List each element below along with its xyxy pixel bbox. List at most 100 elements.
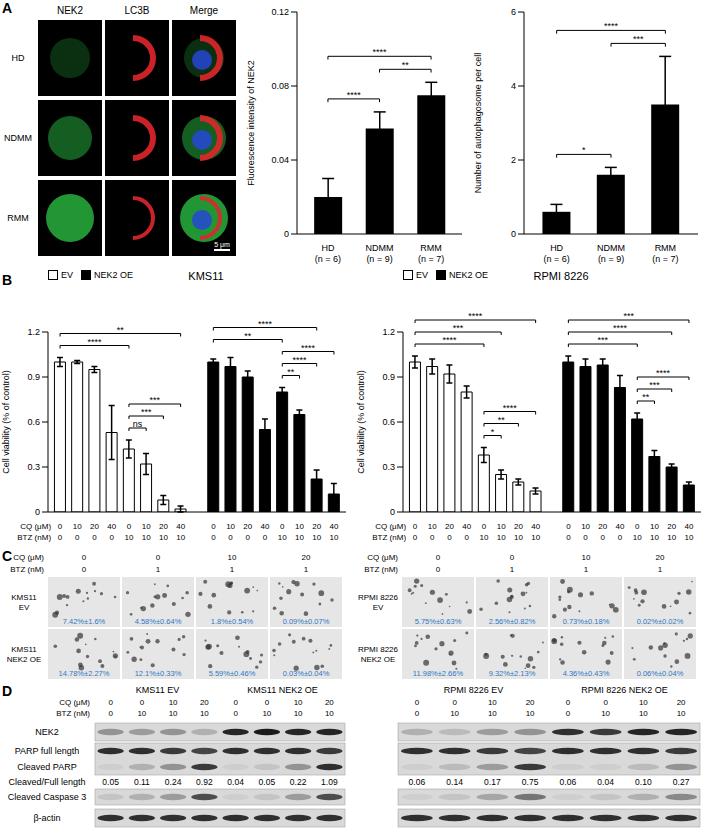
svg-text:***: *** bbox=[598, 335, 609, 345]
svg-text:7.42%±1.6%: 7.42%±1.6% bbox=[63, 617, 106, 626]
svg-text:0: 0 bbox=[511, 229, 516, 239]
svg-text:10: 10 bbox=[531, 533, 540, 542]
svg-text:20: 20 bbox=[159, 522, 168, 531]
svg-text:NEK2 OE: NEK2 OE bbox=[7, 655, 42, 664]
svg-text:0: 0 bbox=[233, 709, 238, 718]
svg-text:10: 10 bbox=[581, 522, 590, 531]
svg-text:10: 10 bbox=[125, 533, 134, 542]
svg-text:0: 0 bbox=[465, 533, 470, 542]
svg-text:0: 0 bbox=[413, 522, 418, 531]
svg-text:KMS11 NEK2 OE: KMS11 NEK2 OE bbox=[247, 685, 317, 695]
svg-text:0.10: 0.10 bbox=[635, 777, 652, 787]
svg-text:0.22: 0.22 bbox=[290, 777, 307, 787]
svg-text:0.92: 0.92 bbox=[196, 777, 213, 787]
svg-text:****: **** bbox=[503, 403, 518, 413]
svg-text:0: 0 bbox=[583, 533, 588, 542]
svg-text:40: 40 bbox=[329, 522, 338, 531]
svg-text:****: **** bbox=[613, 323, 628, 333]
svg-text:0: 0 bbox=[390, 507, 395, 517]
svg-text:0: 0 bbox=[211, 522, 216, 531]
svg-text:Fluorescence intensity of NEK2: Fluorescence intensity of NEK2 bbox=[246, 60, 256, 186]
svg-text:10: 10 bbox=[262, 709, 271, 718]
svg-text:HD: HD bbox=[321, 243, 334, 253]
svg-text:40: 40 bbox=[261, 522, 270, 531]
svg-text:0: 0 bbox=[566, 522, 571, 531]
svg-text:10: 10 bbox=[295, 533, 304, 542]
svg-text:**: ** bbox=[244, 331, 252, 341]
svg-text:0: 0 bbox=[566, 709, 571, 718]
svg-text:RPMI 8226: RPMI 8226 bbox=[358, 593, 399, 602]
svg-text:0: 0 bbox=[58, 533, 63, 542]
svg-text:20: 20 bbox=[514, 522, 523, 531]
svg-text:0.3: 0.3 bbox=[382, 462, 395, 472]
svg-text:0.02%±0.02%: 0.02%±0.02% bbox=[637, 617, 684, 626]
svg-text:10: 10 bbox=[137, 709, 146, 718]
svg-text:40: 40 bbox=[616, 522, 625, 531]
svg-text:20: 20 bbox=[656, 553, 665, 562]
svg-text:PARP full length: PARP full length bbox=[15, 746, 80, 756]
svg-text:40: 40 bbox=[531, 522, 540, 531]
svg-text:10: 10 bbox=[159, 533, 168, 542]
svg-text:NDMM: NDMM bbox=[4, 133, 32, 143]
svg-text:0.3: 0.3 bbox=[27, 462, 40, 472]
svg-text:4.58%±0.64%: 4.58%±0.64% bbox=[135, 617, 182, 626]
svg-text:***: *** bbox=[453, 323, 464, 333]
svg-text:*: * bbox=[491, 427, 495, 437]
svg-text:0.04: 0.04 bbox=[227, 777, 244, 787]
svg-text:10: 10 bbox=[278, 533, 287, 542]
svg-text:0: 0 bbox=[233, 698, 238, 707]
svg-text:RPMI 8226 EV: RPMI 8226 EV bbox=[444, 685, 504, 695]
svg-text:0.27: 0.27 bbox=[673, 777, 690, 787]
svg-text:0: 0 bbox=[603, 698, 608, 707]
svg-text:20: 20 bbox=[325, 698, 334, 707]
svg-text:****: **** bbox=[468, 311, 483, 321]
svg-text:***: *** bbox=[141, 407, 152, 417]
svg-text:(n = 7): (n = 7) bbox=[652, 254, 678, 264]
svg-text:0: 0 bbox=[430, 533, 435, 542]
svg-text:***: *** bbox=[150, 395, 161, 405]
svg-text:0.11: 0.11 bbox=[134, 777, 150, 787]
svg-text:0: 0 bbox=[58, 522, 63, 531]
svg-text:**: ** bbox=[287, 367, 295, 377]
svg-text:0: 0 bbox=[92, 533, 97, 542]
svg-text:****: **** bbox=[301, 343, 316, 353]
svg-text:RMM: RMM bbox=[655, 243, 677, 253]
svg-text:0.05: 0.05 bbox=[102, 777, 119, 787]
svg-text:CQ (μM): CQ (μM) bbox=[20, 522, 51, 531]
svg-text:10: 10 bbox=[514, 533, 523, 542]
svg-text:0.73%±0.18%: 0.73%±0.18% bbox=[563, 617, 610, 626]
svg-text:14.78%±2.27%: 14.78%±2.27% bbox=[59, 669, 110, 678]
svg-text:10: 10 bbox=[176, 533, 185, 542]
svg-text:10: 10 bbox=[582, 553, 591, 562]
svg-text:10: 10 bbox=[667, 533, 676, 542]
svg-text:EV: EV bbox=[19, 603, 30, 612]
svg-text:0.17: 0.17 bbox=[484, 777, 501, 787]
svg-text:20: 20 bbox=[312, 522, 321, 531]
svg-text:KMS11 EV: KMS11 EV bbox=[136, 685, 179, 695]
svg-text:BTZ (nM): BTZ (nM) bbox=[17, 533, 51, 542]
svg-text:4: 4 bbox=[511, 81, 516, 91]
svg-text:****: **** bbox=[347, 90, 362, 100]
svg-text:0: 0 bbox=[510, 553, 515, 562]
svg-text:0.04: 0.04 bbox=[597, 777, 614, 787]
svg-text:0: 0 bbox=[35, 507, 40, 517]
svg-text:5 μm: 5 μm bbox=[214, 241, 230, 249]
svg-text:10: 10 bbox=[497, 533, 506, 542]
svg-text:**: ** bbox=[117, 325, 125, 335]
svg-text:0: 0 bbox=[263, 533, 268, 542]
svg-text:Cleaved Caspase 3: Cleaved Caspase 3 bbox=[8, 792, 87, 802]
svg-text:10: 10 bbox=[226, 522, 235, 531]
svg-text:0: 0 bbox=[75, 533, 80, 542]
svg-text:****: **** bbox=[258, 319, 273, 329]
svg-text:**: ** bbox=[498, 415, 506, 425]
svg-text:(n = 9): (n = 9) bbox=[598, 254, 624, 264]
svg-text:BTZ (nM): BTZ (nM) bbox=[56, 709, 90, 718]
svg-text:1.2: 1.2 bbox=[382, 327, 395, 337]
svg-text:Cell viability (% of control): Cell viability (% of control) bbox=[356, 370, 366, 474]
svg-text:0.09%±0.07%: 0.09%±0.07% bbox=[283, 617, 330, 626]
svg-text:10: 10 bbox=[650, 533, 659, 542]
svg-text:(n = 7): (n = 7) bbox=[418, 254, 444, 264]
svg-text:RPMI 8226: RPMI 8226 bbox=[358, 645, 399, 654]
svg-text:*: * bbox=[582, 145, 586, 155]
svg-text:0: 0 bbox=[436, 565, 441, 574]
